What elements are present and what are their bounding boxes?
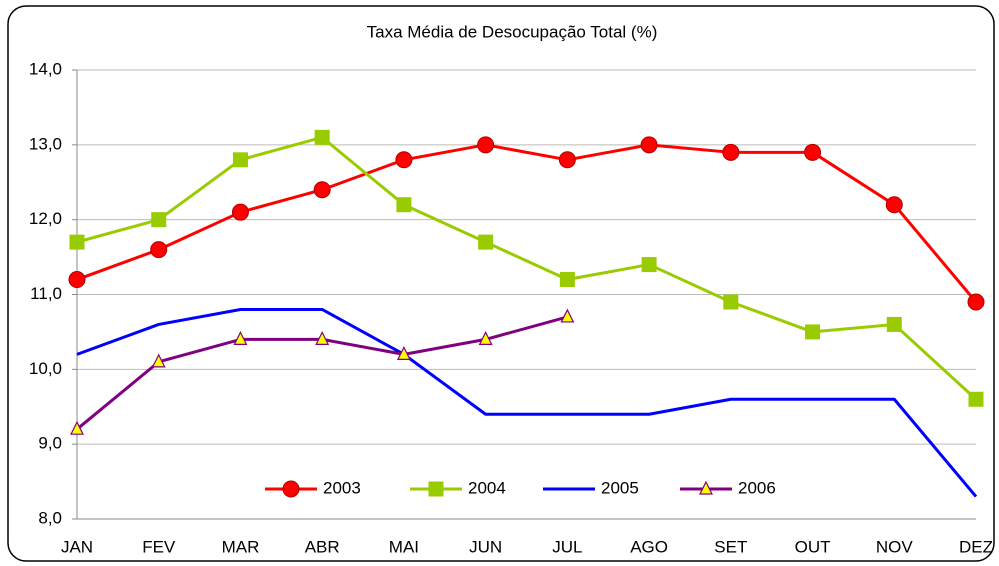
point bbox=[232, 152, 248, 168]
point bbox=[231, 203, 249, 221]
point bbox=[478, 331, 493, 345]
x-tick-label: MAR bbox=[222, 537, 260, 556]
legend-label: 2003 bbox=[323, 478, 361, 497]
point bbox=[805, 324, 821, 340]
point bbox=[313, 181, 331, 199]
point bbox=[478, 234, 494, 250]
point bbox=[315, 331, 330, 345]
point bbox=[151, 212, 167, 228]
point bbox=[396, 346, 411, 360]
point bbox=[968, 391, 984, 407]
legend-label: 2005 bbox=[601, 478, 639, 497]
point bbox=[558, 151, 576, 169]
point bbox=[150, 241, 168, 259]
y-tick-label: 11,0 bbox=[30, 284, 62, 303]
legend-label: 2006 bbox=[738, 478, 776, 497]
series-line bbox=[76, 143, 978, 303]
x-tick-label: OUT bbox=[795, 537, 831, 556]
point bbox=[699, 480, 713, 495]
x-tick-label: JUL bbox=[552, 537, 582, 556]
point bbox=[69, 234, 85, 250]
point bbox=[722, 143, 740, 161]
point bbox=[396, 197, 412, 213]
point bbox=[233, 331, 248, 345]
x-tick-label: ABR bbox=[305, 537, 340, 556]
point bbox=[282, 480, 300, 498]
point bbox=[886, 316, 902, 332]
point bbox=[559, 272, 575, 288]
point bbox=[395, 151, 413, 169]
point bbox=[428, 481, 444, 497]
point bbox=[70, 420, 84, 435]
point bbox=[314, 129, 330, 145]
y-tick-label: 9,0 bbox=[38, 434, 62, 453]
point bbox=[804, 143, 822, 161]
x-tick-label: NOV bbox=[876, 537, 914, 556]
point bbox=[885, 196, 903, 214]
y-tick-label: 12,0 bbox=[29, 209, 62, 228]
series-line bbox=[76, 135, 978, 401]
y-tick-label: 13,0 bbox=[29, 134, 62, 153]
x-tick-label: FEV bbox=[142, 537, 176, 556]
x-tick-label: AGO bbox=[630, 537, 668, 556]
series-line bbox=[76, 307, 978, 498]
y-tick-label: 8,0 bbox=[38, 508, 62, 527]
point bbox=[723, 294, 739, 310]
point bbox=[641, 257, 657, 273]
point bbox=[151, 353, 166, 368]
point bbox=[68, 271, 86, 289]
y-tick-label: 14,0 bbox=[29, 59, 62, 78]
x-tick-label: JUN bbox=[469, 537, 502, 556]
point bbox=[560, 308, 575, 323]
x-tick-label: JAN bbox=[61, 537, 93, 556]
chart-title: Taxa Média de Desocupação Total (%) bbox=[367, 22, 658, 41]
x-tick-label: DEZ bbox=[959, 537, 993, 556]
point bbox=[967, 293, 985, 311]
x-tick-label: SET bbox=[714, 537, 747, 556]
point bbox=[477, 136, 495, 154]
legend-label: 2004 bbox=[468, 478, 506, 497]
x-tick-label: MAI bbox=[389, 537, 419, 556]
y-tick-label: 10,0 bbox=[29, 359, 62, 378]
point bbox=[640, 136, 658, 154]
